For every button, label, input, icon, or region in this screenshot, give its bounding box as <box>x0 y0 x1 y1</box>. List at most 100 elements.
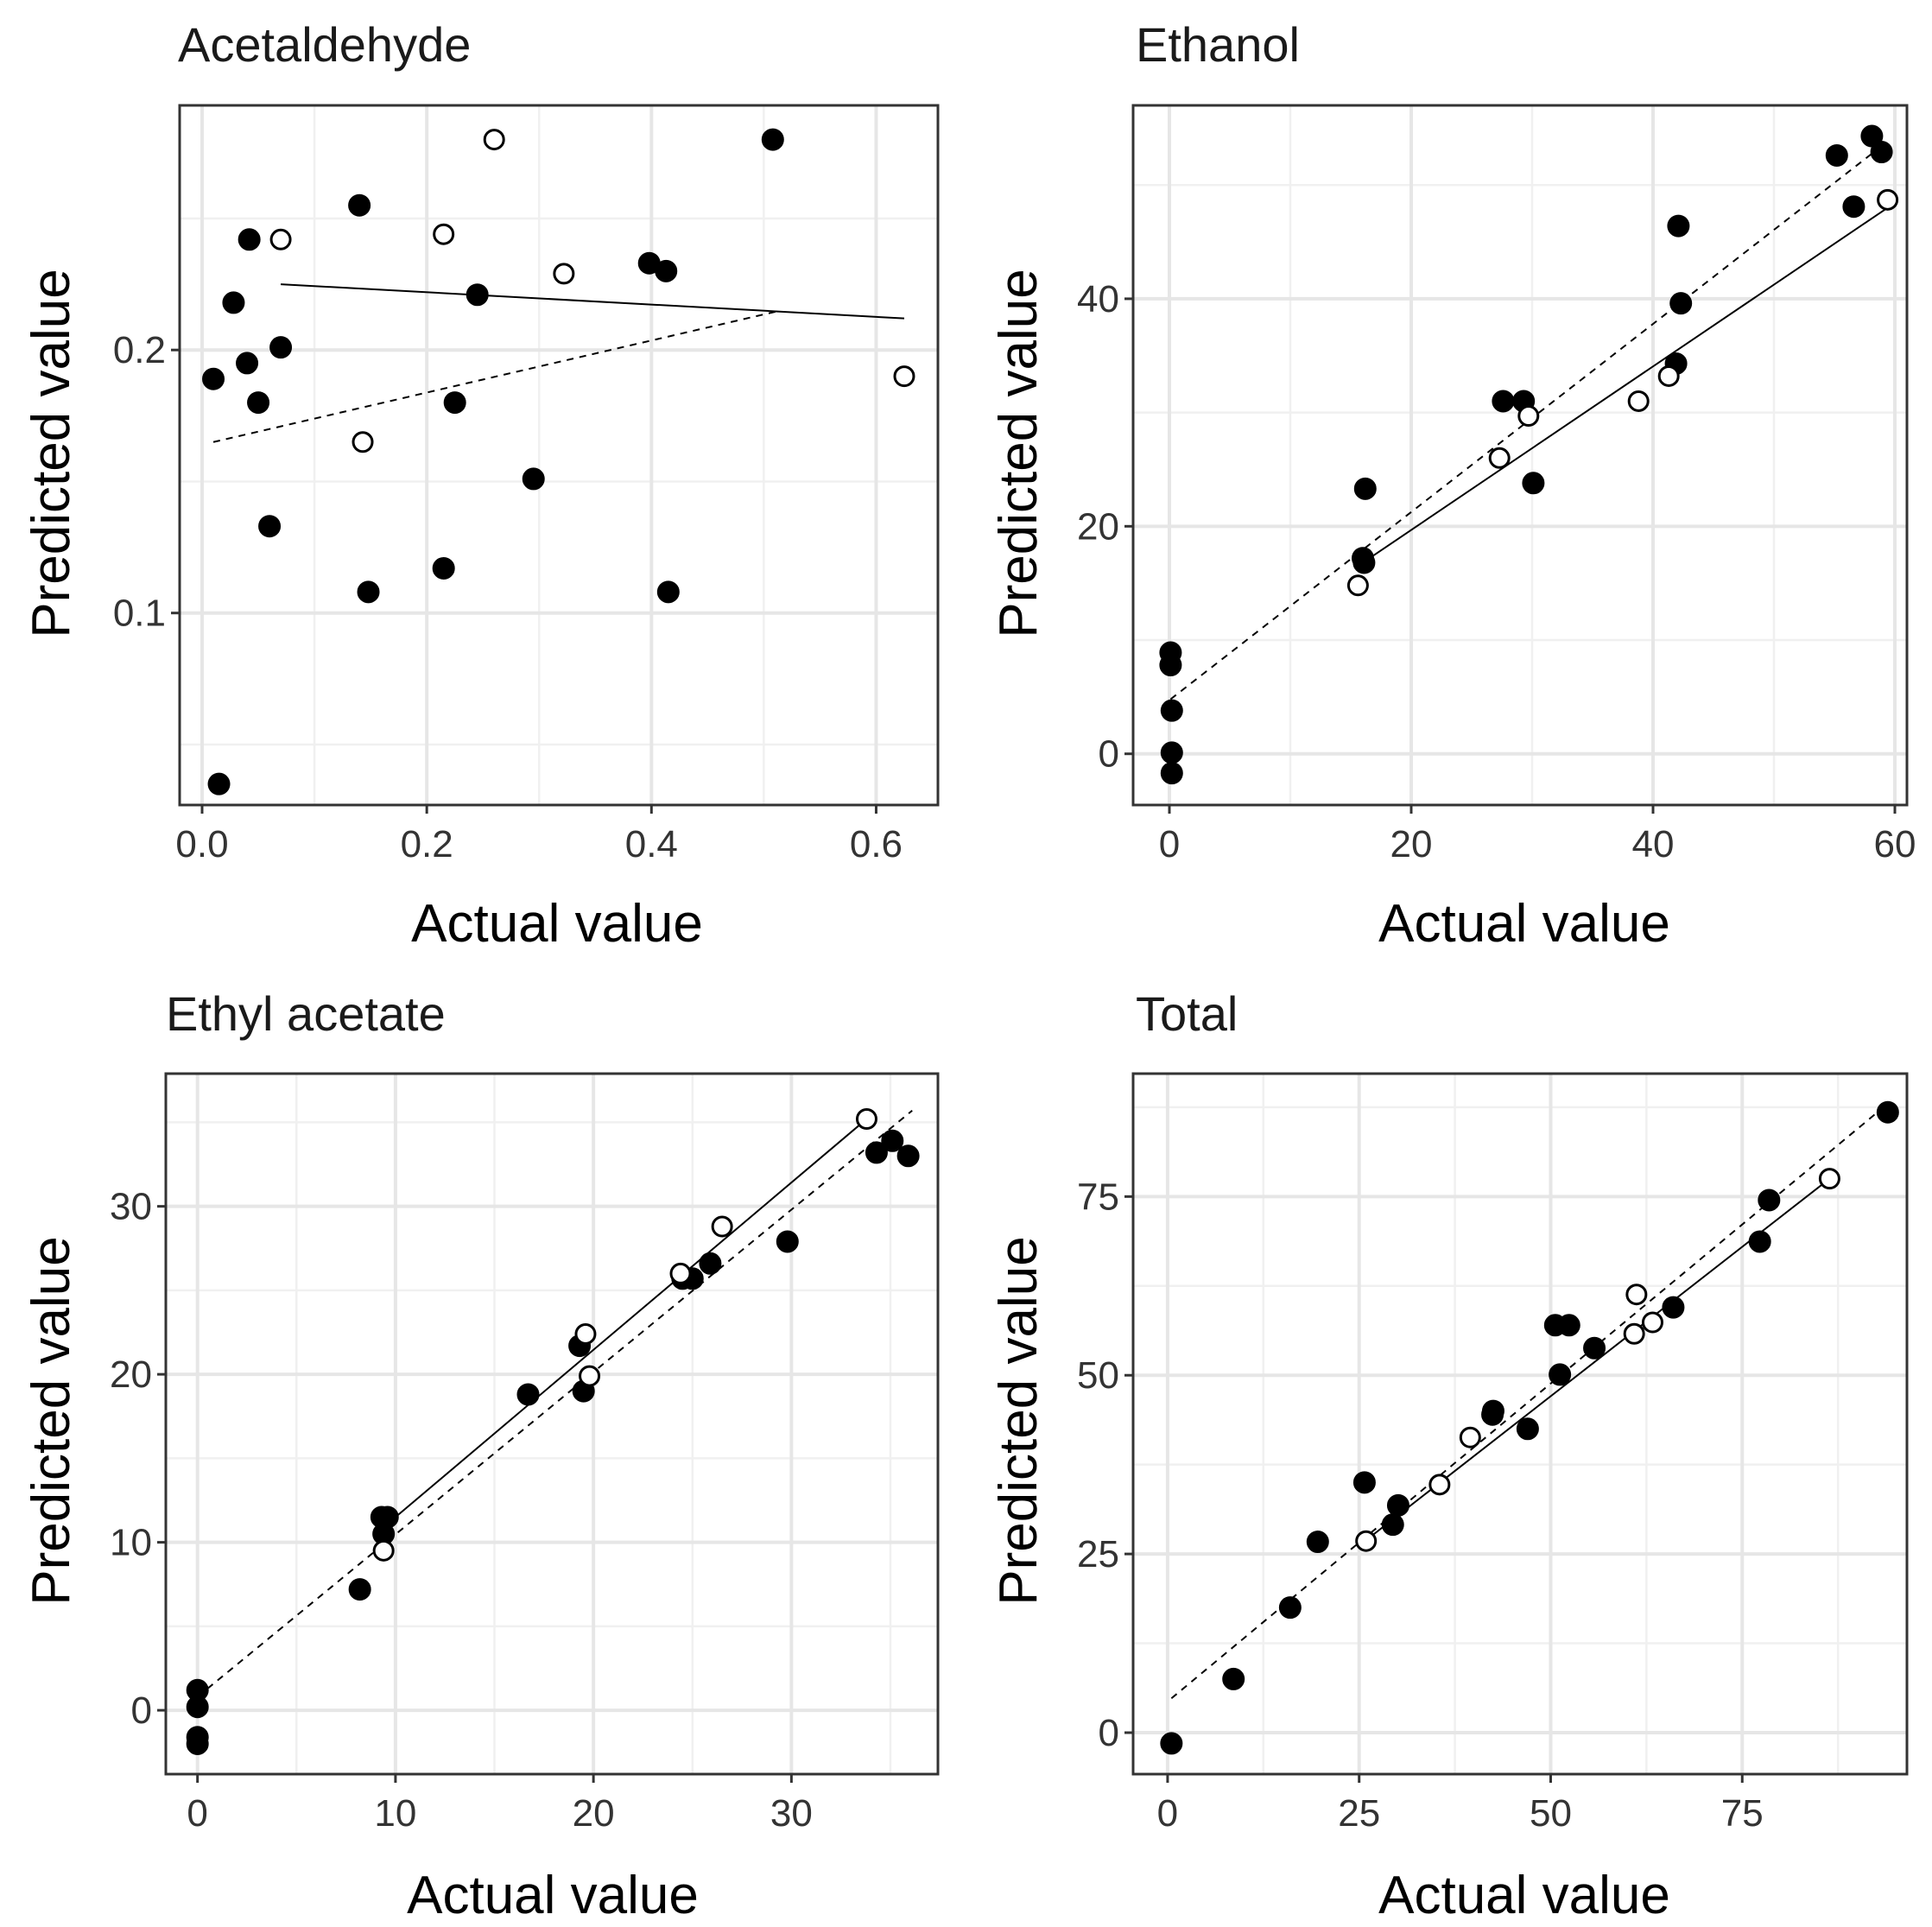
data-point-filled <box>186 1732 209 1755</box>
data-point-filled <box>522 467 545 491</box>
data-point-filled <box>1352 1471 1376 1494</box>
y-tick-label: 25 <box>1077 1533 1119 1575</box>
x-tick-label: 30 <box>770 1792 813 1835</box>
plot-area: 0 20 40 60 0 20 40 <box>1077 104 1916 865</box>
data-point-filled <box>656 580 680 604</box>
data-point-open <box>574 1322 597 1345</box>
data-point-filled <box>247 391 270 415</box>
y-tick-label: 20 <box>1077 505 1119 548</box>
data-point-filled <box>1549 1363 1572 1386</box>
data-point-open <box>1346 574 1369 597</box>
x-tick-label: 0.2 <box>401 823 453 865</box>
data-point-filled <box>896 1144 920 1168</box>
data-point-filled <box>881 1129 904 1152</box>
panel-acetaldehyde: Acetaldehyde 0.0 0.2 0.4 0.6 0.1 0.2 Actual v… <box>22 17 940 954</box>
data-point-open <box>1641 1311 1663 1334</box>
data-point-filled <box>761 128 784 151</box>
data-point-filled <box>1842 195 1865 219</box>
fit-line-solid <box>281 283 905 320</box>
data-point-filled <box>516 1383 540 1406</box>
y-tick-label: 30 <box>110 1186 152 1228</box>
data-point-open <box>1517 405 1540 428</box>
data-point-open <box>269 228 292 250</box>
data-point-filled <box>655 259 678 282</box>
data-point-filled <box>865 1141 888 1164</box>
data-point-filled <box>1669 292 1693 315</box>
fit-line-dashed <box>212 309 782 443</box>
data-point-filled <box>1222 1667 1245 1690</box>
x-tick-label: 0.0 <box>175 823 228 865</box>
data-point-filled <box>348 1578 371 1601</box>
plot-area: 0 10 20 30 0 10 20 30 <box>110 1072 940 1835</box>
x-tick-label: 0 <box>187 1792 207 1835</box>
x-axis-label: Actual value <box>1378 1866 1670 1925</box>
y-tick-label: 10 <box>110 1522 152 1564</box>
panel-title: Acetaldehyde <box>178 17 471 72</box>
x-tick-label: 25 <box>1338 1792 1380 1835</box>
panel-ethyl-acetate: Ethyl acetate 0 10 20 30 0 10 20 30 Actual valu… <box>22 986 940 1925</box>
data-point-filled <box>1583 1336 1606 1360</box>
x-axis-label: Actual value <box>1378 894 1670 954</box>
data-point-open <box>579 1365 601 1387</box>
data-point-filled <box>1381 1513 1404 1537</box>
plot-area: 0 25 50 75 0 25 50 75 <box>1077 1072 1909 1835</box>
plot-frame <box>1131 1072 1909 1776</box>
data-point-filled <box>443 391 466 415</box>
data-point-open <box>1459 1426 1481 1448</box>
data-point-open <box>893 365 915 388</box>
data-point-filled <box>699 1252 722 1275</box>
x-tick-label: 0 <box>1157 1792 1178 1835</box>
panel-title: Ethanol <box>1136 17 1300 72</box>
x-tick-label: 75 <box>1721 1792 1764 1835</box>
data-point-open <box>352 431 374 453</box>
plot-frame <box>178 104 940 807</box>
data-point-open <box>1623 1322 1645 1345</box>
x-tick-label: 60 <box>1874 823 1916 865</box>
y-tick-label: 20 <box>110 1353 152 1396</box>
x-axis-label: Actual value <box>411 894 703 954</box>
data-point-open <box>1818 1168 1840 1190</box>
y-axis-label: Predicted value <box>22 1236 81 1605</box>
y-tick-label: 0 <box>1099 733 1119 776</box>
plot-frame <box>164 1072 940 1776</box>
data-point-filled <box>269 336 293 359</box>
data-point-filled <box>1876 1100 1899 1124</box>
fit-line-solid <box>384 1116 870 1526</box>
data-point-open <box>433 223 455 245</box>
data-point-open <box>1355 1530 1378 1552</box>
data-point-filled <box>1825 143 1848 167</box>
data-point-filled <box>348 193 371 217</box>
data-point-filled <box>1278 1596 1302 1620</box>
data-point-open <box>483 129 505 151</box>
x-tick-label: 40 <box>1632 823 1675 865</box>
y-tick-label: 0.2 <box>113 329 166 371</box>
data-point-open <box>1625 1284 1648 1306</box>
data-point-open <box>1657 364 1680 387</box>
data-point-filled <box>1481 1399 1504 1423</box>
data-point-filled <box>1160 699 1183 722</box>
data-point-open <box>855 1108 877 1131</box>
data-point-open <box>1877 188 1899 211</box>
data-point-filled <box>1748 1230 1771 1253</box>
x-tick-label: 20 <box>1390 823 1433 865</box>
x-tick-label: 0.4 <box>625 823 678 865</box>
y-tick-label: 40 <box>1077 278 1119 320</box>
data-point-filled <box>1160 1732 1183 1755</box>
data-point-filled <box>1522 472 1545 495</box>
x-tick-label: 50 <box>1530 1792 1572 1835</box>
data-point-filled <box>207 772 231 796</box>
data-point-open <box>1488 447 1511 469</box>
data-point-filled <box>1306 1531 1329 1554</box>
data-point-filled <box>1353 477 1377 500</box>
y-tick-label: 0.1 <box>113 593 166 635</box>
data-point-open <box>553 263 575 285</box>
data-point-filled <box>1662 1296 1685 1319</box>
data-point-filled <box>238 228 261 251</box>
data-point-filled <box>466 283 489 307</box>
panel-total: Total 0 25 50 75 0 25 50 75 Actual value Predic… <box>989 986 1909 1925</box>
data-point-filled <box>1557 1314 1580 1337</box>
data-point-filled <box>258 515 282 538</box>
data-point-filled <box>236 352 259 375</box>
